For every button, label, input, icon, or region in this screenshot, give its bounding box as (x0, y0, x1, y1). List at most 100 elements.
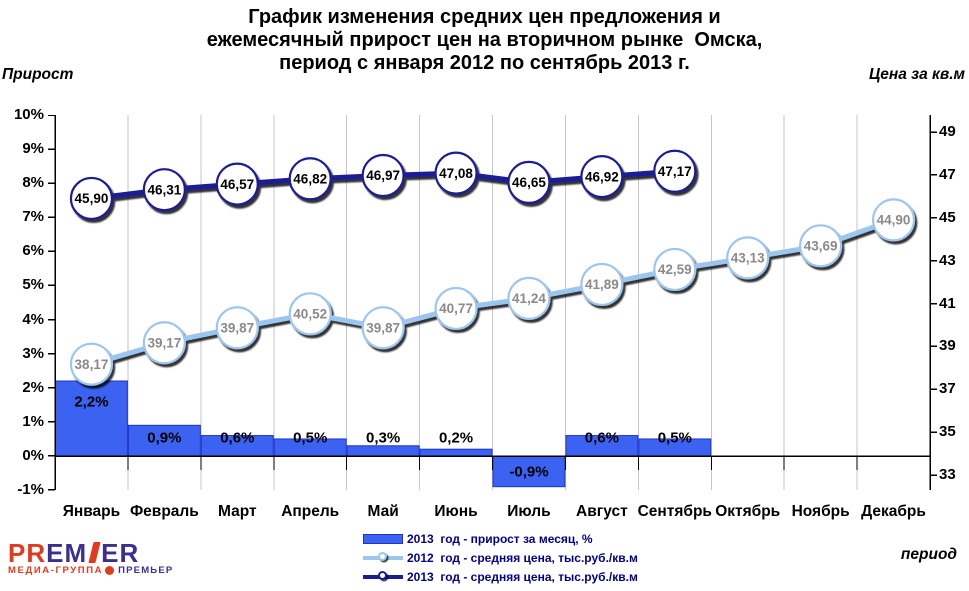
data-point-label: 39,87 (220, 320, 254, 335)
line-series (69, 198, 916, 386)
x-axis-category-label: Август (576, 503, 628, 520)
y2-axis-tick-label: 33 (939, 466, 956, 483)
data-point (142, 321, 186, 365)
x-axis-category-label: Июнь (434, 503, 478, 520)
logo-wordmark: PREM ER (8, 540, 183, 566)
y-axis-tick-label: 7% (22, 208, 44, 226)
legend-item-line-2013: 2013 год - средняя цена, тыс.руб./кв.м (363, 567, 638, 586)
y2-axis-tick-label: 43 (939, 251, 956, 269)
plot-area: 2,2% 0,9% 0,6% 0,5% 0,3% 0,2% -0,9% 0,6% 0,5% 38,… (48, 115, 937, 491)
data-point (361, 153, 405, 198)
y2-axis-tick-label: 47 (939, 165, 956, 183)
chart-title-line-3: период с января 2012 по сентябрь 2013 г. (279, 52, 690, 74)
data-point (580, 154, 624, 199)
data-point-label: 39,17 (147, 335, 181, 350)
x-axis-category-label: Сентябрь (637, 503, 712, 520)
data-point-label: 46,31 (147, 182, 181, 197)
legend-item-bar-2013: 2013 год - прирост за месяц, % (363, 529, 638, 548)
chart-title-line-2: ежемесячный прирост цен на вторичном рын… (206, 29, 763, 51)
y-axis-tick-label: 5% (22, 276, 44, 294)
data-point-label: 46,97 (366, 168, 400, 183)
x-axis-category-label: Январь (62, 503, 121, 520)
data-point (361, 306, 405, 350)
bar (492, 455, 566, 488)
data-point-label: 45,90 (75, 191, 109, 206)
logo-text: МЕДИА-ГРУППА (8, 565, 104, 576)
data-point (215, 162, 259, 206)
y2-axis-tick-label: 49 (939, 123, 956, 140)
bar (419, 448, 493, 457)
data-point-label: 46,57 (220, 177, 254, 192)
bar-label: 0,3% (366, 429, 400, 446)
bar (55, 380, 128, 457)
data-point (799, 224, 843, 268)
y-axis-tick-label: 6% (22, 242, 44, 260)
x-axis-category-label: Февраль (129, 503, 199, 520)
bar (127, 424, 201, 457)
data-point (507, 276, 551, 320)
data-point-label: 46,92 (585, 169, 619, 184)
data-point-label: 47,08 (439, 166, 473, 181)
bar-label: 0,2% (439, 429, 473, 446)
x-axis-category-label: Март (217, 503, 257, 520)
data-point-label: 39,87 (366, 320, 400, 335)
bar-label: -0,9% (509, 464, 548, 481)
y-axis-tick-label: 2% (22, 378, 44, 396)
data-point-label: 46,82 (293, 171, 327, 186)
chart-title: График изменения средних цен предложения… (0, 6, 969, 75)
data-point (434, 151, 478, 195)
data-point (69, 342, 114, 386)
legend-label: 2013 год - прирост за месяц, % (407, 531, 593, 546)
data-point (69, 176, 114, 221)
bar-label: 0,6% (585, 429, 619, 446)
y2-axis-tick-label: 41 (939, 294, 956, 312)
x-axis-category-label: Май (367, 503, 399, 520)
data-point-label: 46,65 (512, 175, 546, 190)
data-point (871, 198, 916, 242)
legend: 2013 год - прирост за месяц, % 2012 год … (363, 529, 638, 586)
data-point-label: 42,59 (658, 262, 692, 277)
logo-text: PR (8, 538, 47, 568)
x-axis-category-label: Ноябрь (791, 503, 850, 520)
y-axis-tick-label: 3% (22, 344, 44, 362)
y2-axis-tick-label: 39 (939, 337, 956, 355)
logo-subtitle: МЕДИА-ГРУППА ПРЕМЬЕР (8, 565, 183, 576)
y-axis-tick-label: 9% (22, 140, 44, 158)
data-point (288, 292, 332, 336)
y-axis-tick-label: 8% (22, 174, 44, 192)
data-point-label: 40,77 (439, 301, 473, 316)
data-point (726, 236, 770, 280)
data-point (507, 160, 551, 204)
data-point (288, 157, 332, 201)
chart-title-line-1: График изменения средних цен предложения… (248, 6, 721, 28)
y-axis-tick-label: -1% (17, 480, 44, 498)
line-light-swatch-icon (363, 551, 403, 564)
data-point (142, 168, 186, 212)
data-point (215, 306, 259, 350)
data-point (653, 149, 697, 193)
logo-text: ПРЕМЬЕР (118, 565, 174, 576)
y-axis-tick-label: 1% (22, 412, 44, 430)
premier-logo: PREM ER МЕДИА-ГРУППА ПРЕМЬЕР (8, 540, 183, 576)
legend-item-line-2012: 2012 год - средняя цена, тыс.руб./кв.м (363, 548, 638, 567)
bar-swatch-icon (363, 532, 403, 545)
data-point-label: 41,24 (512, 291, 546, 306)
left-axis-title: Прирост (2, 66, 74, 83)
legend-label: 2012 год - средняя цена, тыс.руб./кв.м (407, 550, 638, 565)
data-point-label: 40,52 (293, 307, 327, 322)
logo-text: EM (46, 538, 88, 568)
data-point-label: 47,17 (658, 164, 692, 179)
data-point (580, 262, 624, 307)
data-point-label: 38,17 (75, 357, 109, 372)
x-axis-category-label: Апрель (281, 503, 340, 520)
data-point-label: 43,13 (731, 251, 765, 266)
bar-label: 0,5% (658, 429, 692, 446)
x-axis-title: период (900, 546, 957, 563)
right-axis-title: Цена за кв.м (868, 66, 965, 83)
data-point-label: 43,69 (804, 239, 838, 254)
y-axis-tick-label: 4% (22, 310, 44, 328)
legend-label: 2013 год - средняя цена, тыс.руб./кв.м (407, 569, 638, 584)
bar-label: 0,9% (147, 429, 181, 446)
data-point (434, 286, 478, 331)
